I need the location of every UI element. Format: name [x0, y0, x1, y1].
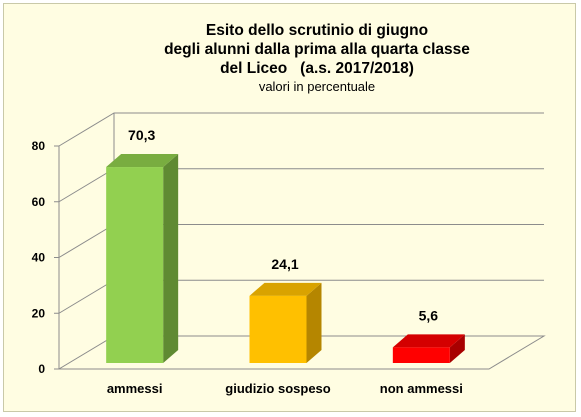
bar-chart: 0 20 40 60 80 70,3 ammessi 24,1 giudizio sospeso… [32, 112, 546, 396]
bar-top-2 [392, 334, 465, 348]
x-category-label-1: giudizio sospeso [225, 381, 331, 396]
bar-top-1 [249, 282, 322, 296]
chart-frame: Esito dello scrutinio di giugno degli al… [3, 3, 576, 412]
x-category-label-2: non ammessi [380, 381, 463, 396]
chart-title-line-1: Esito dello scrutinio di giugno [205, 22, 429, 39]
y-tick-label-20: 20 [32, 306, 46, 320]
y-tick-label-40: 40 [32, 251, 46, 265]
x-category-label-0: ammessi [107, 381, 163, 396]
gridline-80 [58, 112, 544, 147]
bar-side-1 [306, 282, 322, 363]
bar-0 [106, 167, 164, 363]
bar-1 [249, 295, 307, 363]
data-label-0: 70,3 [128, 127, 155, 143]
y-tick-label-80: 80 [32, 139, 46, 153]
data-label-1: 24,1 [271, 256, 298, 272]
chart-floor [57, 335, 546, 370]
y-tick-label-0: 0 [38, 362, 45, 376]
chart-title-line-2: degli alunni dalla prima alla quarta cla… [164, 41, 470, 58]
bar-2 [392, 347, 450, 363]
chart-title: Esito dello scrutinio di giugno degli al… [4, 21, 575, 95]
chart-subtitle: valori in percentuale [258, 79, 376, 94]
bar-top-0 [106, 154, 179, 168]
bar-side-2 [449, 334, 465, 363]
chart-title-line-3: del Liceo (a.s. 2017/2018) [220, 60, 414, 77]
bar-side-0 [163, 154, 179, 363]
y-tick-label-60: 60 [32, 195, 46, 209]
data-label-2: 5,6 [419, 307, 439, 323]
